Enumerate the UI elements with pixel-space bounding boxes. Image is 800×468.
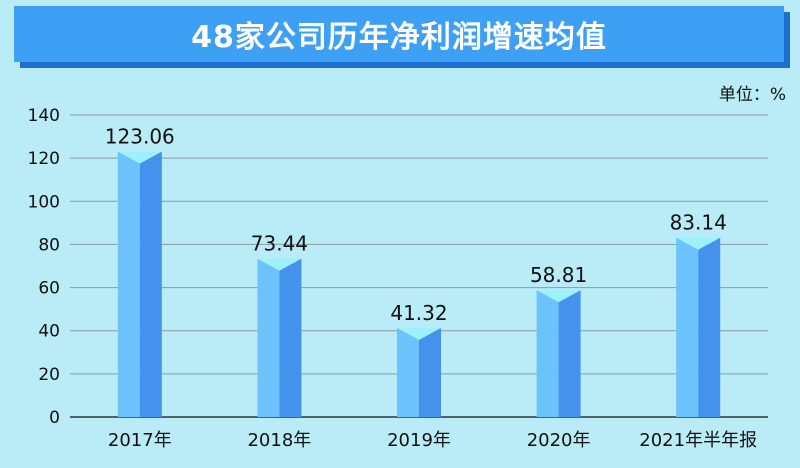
chart-title: 48家公司历年净利润增速均值 <box>191 20 607 55</box>
data-label: 73.44 <box>251 232 308 256</box>
data-label: 41.32 <box>390 301 447 325</box>
bar-top-cap <box>536 290 581 303</box>
bar-top-cap <box>257 258 302 271</box>
bar-right-face <box>558 290 581 417</box>
unit-label: 单位：% <box>718 85 786 105</box>
x-axis-ticks: 2017年 2018年 2019年 2020年 2021年半年报 <box>108 430 757 451</box>
bar-left-face <box>536 290 559 417</box>
value-labels: 123.06 73.44 41.32 58.81 83.14 <box>105 125 727 325</box>
x-tick-label: 2019年 <box>387 430 451 451</box>
data-label: 123.06 <box>105 125 175 149</box>
x-tick-label: 2021年半年报 <box>639 430 757 451</box>
bar <box>397 327 441 417</box>
y-tick-label: 60 <box>38 279 60 299</box>
y-tick-label: 120 <box>28 149 60 169</box>
bar <box>676 237 721 417</box>
bar-left-face <box>397 327 419 417</box>
bar-right-face <box>698 237 721 417</box>
data-label: 58.81 <box>530 263 587 287</box>
bar-right-face <box>279 258 302 417</box>
y-tick-label: 40 <box>38 322 60 342</box>
y-tick-label: 80 <box>38 235 60 255</box>
bar-top-cap <box>676 237 721 250</box>
bar <box>536 290 581 417</box>
bar-top-cap <box>117 151 162 164</box>
x-tick-label: 2017年 <box>108 430 172 451</box>
title-bar: 48家公司历年净利润增速均值 <box>14 6 784 62</box>
x-tick-label: 2018年 <box>247 430 311 451</box>
y-tick-label: 140 <box>28 106 60 126</box>
bar <box>117 151 162 418</box>
y-axis-ticks: 0 20 40 60 80 100 120 140 <box>28 106 60 428</box>
bar-left-face <box>117 151 140 418</box>
bars <box>117 151 721 418</box>
y-tick-label: 100 <box>28 192 60 212</box>
bar-left-face <box>257 258 280 417</box>
y-tick-label: 0 <box>49 408 60 428</box>
x-tick-label: 2020年 <box>527 430 591 451</box>
data-label: 83.14 <box>670 211 727 235</box>
y-tick-label: 20 <box>38 365 60 385</box>
bar-top-cap <box>397 327 441 340</box>
bar <box>257 258 302 417</box>
bar-right-face <box>419 327 441 417</box>
bar-right-face <box>139 151 162 418</box>
bar-left-face <box>676 237 699 417</box>
